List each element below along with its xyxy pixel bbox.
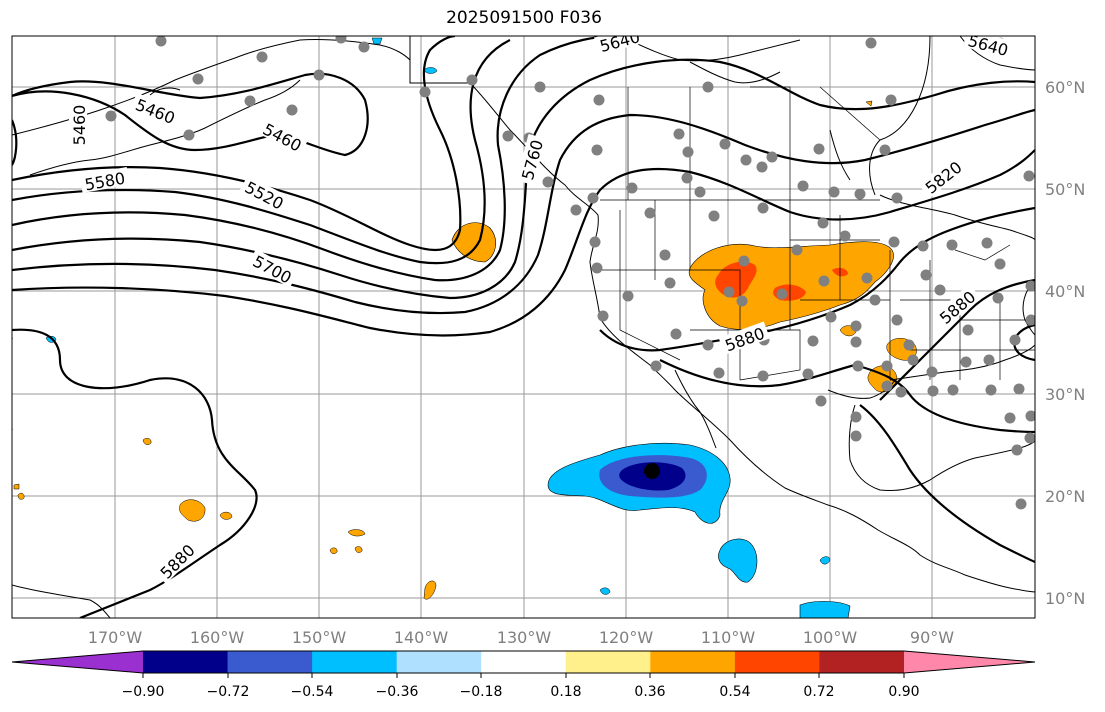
- lon-tick: 160°W: [190, 628, 245, 647]
- colorbar-tick: −0.18: [460, 684, 503, 700]
- contour-label: 5460: [70, 105, 89, 146]
- colorbar-tick: 0.36: [634, 684, 665, 700]
- lon-tick: 120°W: [599, 628, 654, 647]
- lon-tick: 170°W: [88, 628, 143, 647]
- lat-tick: 20°N: [1045, 487, 1085, 506]
- station-markers: [105, 36, 1035, 510]
- anomaly-positive-small: [13, 100, 873, 600]
- colorbar-tick: −0.90: [122, 684, 165, 700]
- colorbar: −0.90 −0.72 −0.54 −0.36 −0.18 0.18 0.36 …: [11, 650, 1036, 700]
- lon-tick: 150°W: [292, 628, 347, 647]
- lat-tick-labels: 10°N 20°N 30°N 40°N 50°N 60°N: [1045, 78, 1085, 608]
- colorbar-segment: [819, 651, 905, 673]
- colorbar-segment: [396, 651, 482, 673]
- colorbar-segment: [734, 651, 820, 673]
- map-border: [11, 35, 1036, 619]
- colorbar-tick-labels: −0.90 −0.72 −0.54 −0.36 −0.18 0.18 0.36 …: [122, 673, 920, 700]
- colorbar-segment: [650, 651, 736, 673]
- colorbar-tick: 0.18: [550, 684, 581, 700]
- pacific-center-marker: [644, 463, 660, 479]
- anomaly-negative-pacific: [547, 442, 731, 524]
- lat-tick: 50°N: [1045, 180, 1085, 199]
- colorbar-segment: [565, 651, 651, 673]
- lat-tick: 40°N: [1045, 282, 1085, 301]
- lon-tick: 140°W: [394, 628, 449, 647]
- colorbar-tick: −0.72: [207, 684, 250, 700]
- lat-tick: 10°N: [1045, 589, 1085, 608]
- colorbar-segment: [143, 651, 229, 673]
- colorbar-tick: −0.54: [291, 684, 334, 700]
- state-borders: [600, 86, 1035, 381]
- colorbar-tick: −0.36: [376, 684, 419, 700]
- lon-tick: 100°W: [803, 628, 858, 647]
- lon-tick: 110°W: [701, 628, 756, 647]
- colorbar-tick: 0.54: [719, 684, 750, 700]
- lon-tick: 90°W: [910, 628, 954, 647]
- colorbar-segment: [312, 651, 398, 673]
- colorbar-tick: 0.90: [888, 684, 919, 700]
- lat-tick: 30°N: [1045, 385, 1085, 404]
- chart-title: 2025091500 F036: [446, 8, 602, 28]
- colorbar-extend-max: [904, 651, 1035, 673]
- lon-tick: 130°W: [497, 628, 552, 647]
- lon-tick-labels: 170°W 160°W 150°W 140°W 130°W 120°W 110°…: [88, 628, 954, 647]
- colorbar-extend-min: [12, 651, 143, 673]
- anomaly-negative-small: [45, 37, 851, 618]
- colorbar-tick: 0.72: [803, 684, 834, 700]
- lat-tick: 60°N: [1045, 78, 1085, 97]
- colorbar-segment: [227, 651, 313, 673]
- colorbar-segment: [481, 651, 567, 673]
